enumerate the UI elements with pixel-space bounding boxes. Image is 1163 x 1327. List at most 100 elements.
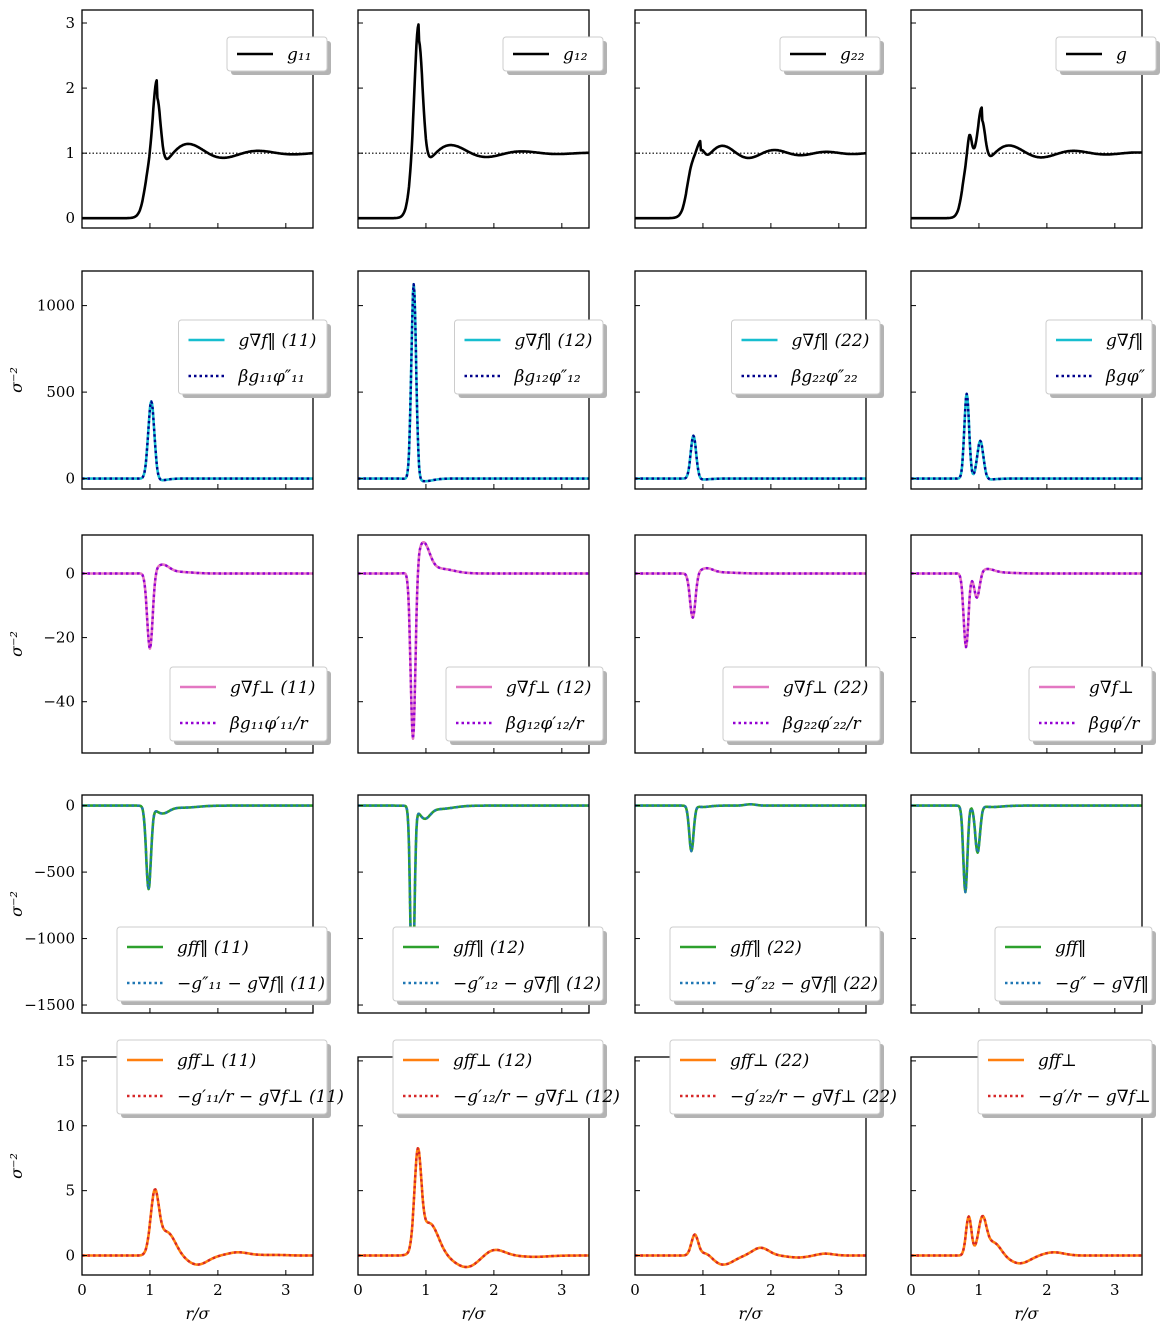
series-group [635,566,866,619]
y-tick-label: 0 [65,1247,75,1265]
axes-frame [634,9,867,229]
series-line-0 [82,1188,313,1266]
series-line-0 [635,1233,866,1266]
series-line-1 [358,804,589,1005]
legend-label: −g″ − g∇f‖ [1055,974,1149,994]
legend: gff‖ (12) −g″₁₂ − g∇f‖ (12) [392,926,607,1005]
axes-frame [357,9,590,229]
panel-r1-c0: 0 500 1000 σ⁻² g∇f‖ (11) βg₁₁φ″₁₁ [7,270,331,490]
series-group [911,804,1142,894]
panel-r4-c1: 0 1 2 3 r/σ gff⊥ (12) −g′₁₂/r − g∇f⊥ (12) [353,1039,620,1323]
legend-label: g∇f‖ [1106,331,1144,351]
panel-r2-c1: g∇f⊥ (12) βg₁₂φ′₁₂/r [357,534,607,754]
series-group [358,23,589,220]
series-line-0 [82,400,313,482]
legend: g∇f⊥ (12) βg₁₂φ′₁₂/r [445,666,607,745]
axes-frame [634,794,867,1014]
x-tick-label: 0 [630,1281,640,1299]
x-tick-label: 1 [145,1281,155,1299]
series-line-0 [358,1147,589,1269]
legend-label: βg₁₁φ″₁₁ [238,367,305,387]
y-tick-label: 10 [56,1117,75,1135]
series-line-0 [635,566,866,619]
series-group [635,802,866,853]
x-tick-label: 1 [421,1281,431,1299]
legend: g∇f⊥ βgφ′/r [1028,666,1156,745]
legend: g∇f⊥ (22) βg₂₂φ′₂₂/r [722,666,884,745]
y-tick-label: 500 [46,383,75,401]
y-tick-label: −40 [43,693,75,711]
x-tick-label: 3 [1110,1281,1120,1299]
legend-label: −g″₂₂ − g∇f‖ (22) [730,974,878,994]
legend-box [178,319,328,395]
panel-r3-c1: gff‖ (12) −g″₁₂ − g∇f‖ (12) [357,794,607,1014]
legend-label: βg₁₂φ′₁₂/r [505,714,584,734]
series-group [358,1147,589,1269]
series-line-0 [82,79,313,220]
series-line-1 [358,283,589,483]
axes-frame [81,534,314,754]
series-line-1 [911,392,1142,481]
y-tick-label: 1000 [37,297,75,315]
legend-box [454,319,604,395]
y-axis-label: σ⁻² [7,1153,26,1179]
legend-label: gff‖ (22) [730,938,802,958]
legend-label: g∇f⊥ [1089,678,1134,698]
series-group [82,1188,313,1266]
series-group [911,392,1142,481]
axes-frame [910,9,1143,229]
legend-box [779,36,881,72]
legend-label: βgφ″ [1105,367,1146,387]
legend: gff⊥ (12) −g′₁₂/r − g∇f⊥ (12) [392,1039,620,1118]
panel-r4-c3: 0 1 2 3 r/σ gff⊥ −g′/r − g∇f⊥ [906,1039,1156,1323]
legend: gff⊥ −g′/r − g∇f⊥ [977,1039,1156,1118]
legend-label: g₂₂ [840,45,865,65]
series-line-1 [635,434,866,481]
x-tick-label: 2 [489,1281,499,1299]
legend-box [669,926,881,1002]
legend-label: g₁₁ [287,45,312,65]
legend: g₁₁ [226,36,331,75]
legend-label: g∇f‖ (11) [239,331,317,351]
series-line-1 [82,563,313,650]
legend-label: βg₁₂φ″₁₂ [514,367,581,387]
series-line-0 [911,567,1142,649]
legend-box [392,926,604,1002]
legend-label: gff‖ [1055,938,1086,958]
y-tick-label: −20 [43,629,75,647]
axes-frame [357,534,590,754]
series-line-1 [635,567,866,619]
legend-box [502,36,604,72]
legend-label: gff⊥ (22) [730,1051,809,1071]
y-tick-label: 1 [65,144,75,162]
x-axis-label: r/σ [1015,1304,1040,1323]
series-line-1 [911,804,1142,894]
axes-frame [634,534,867,754]
legend: g₁₂ [502,36,607,75]
panel-r3-c3: gff‖ −g″ − g∇f‖ [910,794,1156,1014]
y-axis-label: σ⁻² [7,891,26,917]
y-tick-label: 0 [65,797,75,815]
y-tick-label: 3 [65,14,75,32]
x-tick-label: 2 [1042,1281,1052,1299]
y-tick-label: 2 [65,79,75,97]
series-line-1 [358,1147,589,1269]
axes-frame [910,534,1143,754]
legend: g∇f⊥ (11) βg₁₁φ′₁₁/r [169,666,331,745]
legend: gff⊥ (11) −g′₁₁/r − g∇f⊥ (11) [116,1039,344,1118]
series-group [911,1214,1142,1265]
legend-label: −g′₁₁/r − g∇f⊥ (11) [177,1087,344,1107]
legend-label: g∇f‖ (12) [515,331,593,351]
panel-r2-c2: g∇f⊥ (22) βg₂₂φ′₂₂/r [634,534,884,754]
y-tick-label: −1000 [24,930,75,948]
legend-label: βg₂₂φ″₂₂ [791,367,858,387]
series-group [82,79,313,220]
legend-label: −g′/r − g∇f⊥ [1038,1087,1151,1107]
axes-frame [357,794,590,1014]
y-tick-label: −500 [34,863,75,881]
y-tick-label: 5 [65,1182,75,1200]
x-axis-label: r/σ [186,1304,211,1323]
legend-label: βg₁₁φ′₁₁/r [229,714,308,734]
legend: g∇f‖ (11) βg₁₁φ″₁₁ [178,319,331,398]
